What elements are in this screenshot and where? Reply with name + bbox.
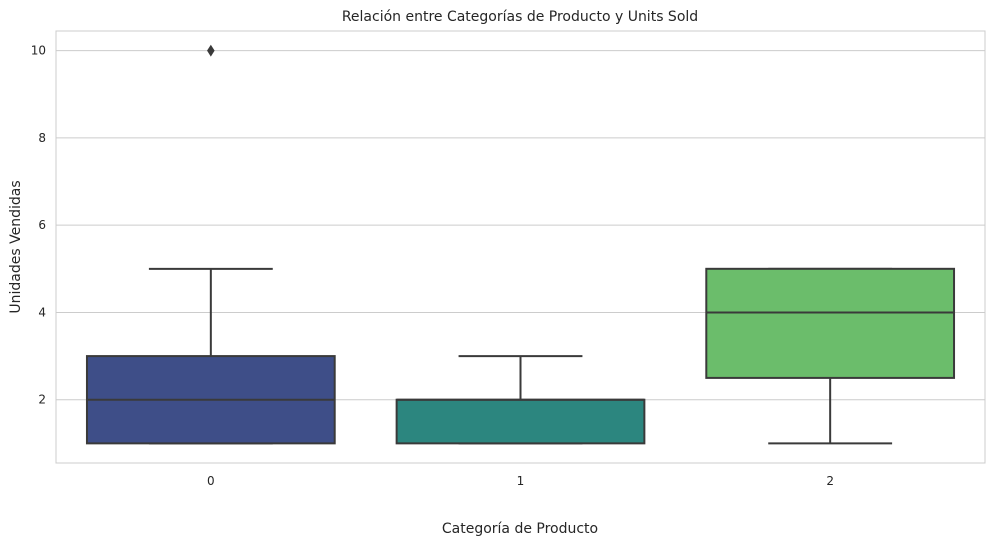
- y-tick-label: 6: [38, 218, 46, 232]
- plot-frame: [55, 30, 986, 464]
- y-tick-label: 2: [38, 393, 46, 407]
- box-0: [85, 44, 336, 445]
- x-ticks: 0 1 2: [207, 474, 834, 488]
- chart-title: Relación entre Categorías de Producto y …: [342, 9, 698, 25]
- box-1: [395, 355, 646, 445]
- y-tick-label: 10: [31, 44, 46, 58]
- iqr-box: [705, 267, 956, 379]
- axes-frame: [55, 30, 986, 464]
- x-tick-label: 0: [207, 474, 215, 488]
- y-tick-label: 8: [38, 131, 46, 145]
- y-tick-label: 4: [38, 305, 46, 319]
- x-tick-label: 2: [826, 474, 834, 488]
- outlier-point: [207, 44, 215, 57]
- y-ticks: 2 4 6 8 10: [31, 44, 46, 407]
- x-tick-label: 1: [517, 474, 525, 488]
- iqr-box: [395, 398, 646, 445]
- boxes: [85, 44, 956, 445]
- y-axis-title: Unidades Vendidas: [8, 180, 24, 313]
- box-2: [705, 267, 956, 445]
- x-axis-title: Categoría de Producto: [442, 521, 598, 537]
